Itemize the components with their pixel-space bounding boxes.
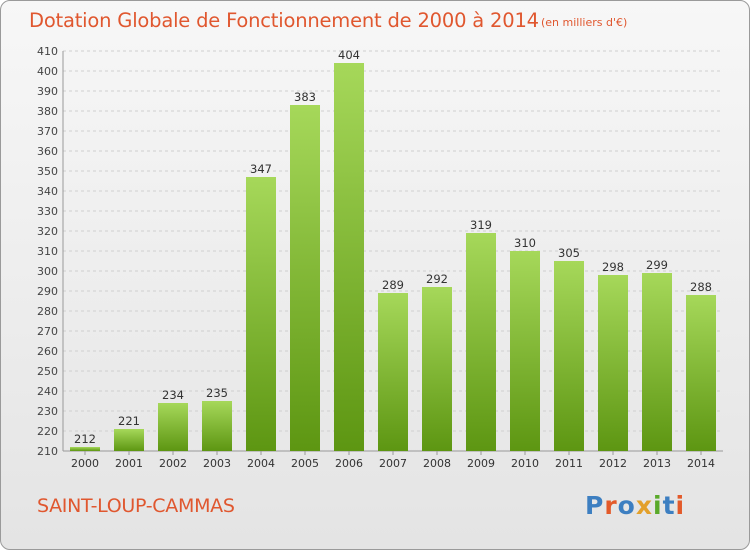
value-label-2003: 235 bbox=[206, 386, 228, 400]
x-tick-label-2006: 2006 bbox=[335, 457, 363, 470]
proxiti-logo: Proxiti bbox=[585, 491, 685, 520]
value-label-2005: 383 bbox=[294, 90, 316, 104]
value-label-2009: 319 bbox=[470, 218, 492, 232]
value-label-2006: 404 bbox=[338, 48, 360, 62]
y-tick-label: 210 bbox=[37, 445, 58, 458]
x-tick-label-2009: 2009 bbox=[467, 457, 495, 470]
y-tick-label: 260 bbox=[37, 345, 58, 358]
x-tick-label-2005: 2005 bbox=[291, 457, 319, 470]
value-label-2002: 234 bbox=[162, 388, 184, 402]
x-tick-label-2013: 2013 bbox=[643, 457, 671, 470]
logo-letter: t bbox=[662, 491, 676, 520]
x-tick-label-2001: 2001 bbox=[115, 457, 143, 470]
y-tick-label: 220 bbox=[37, 425, 58, 438]
x-tick-label-2000: 2000 bbox=[71, 457, 99, 470]
y-tick-label: 360 bbox=[37, 145, 58, 158]
y-tick-label: 310 bbox=[37, 245, 58, 258]
bar-2002 bbox=[158, 403, 188, 451]
logo-letter: o bbox=[617, 491, 636, 520]
bar-2010 bbox=[510, 251, 540, 451]
value-label-2010: 310 bbox=[514, 236, 536, 250]
bar-2014 bbox=[686, 295, 716, 451]
value-label-2008: 292 bbox=[426, 272, 448, 286]
y-tick-label: 300 bbox=[37, 265, 58, 278]
value-label-2000: 212 bbox=[74, 432, 96, 446]
x-tick-label-2010: 2010 bbox=[511, 457, 539, 470]
chart-title: Dotation Globale de Fonctionnement de 20… bbox=[29, 9, 539, 32]
bar-2005 bbox=[290, 105, 320, 451]
y-tick-label: 290 bbox=[37, 285, 58, 298]
y-tick-label: 250 bbox=[37, 365, 58, 378]
commune-name: SAINT-LOUP-CAMMAS bbox=[37, 495, 235, 517]
x-tick-label-2002: 2002 bbox=[159, 457, 187, 470]
logo-letter: x bbox=[635, 491, 653, 520]
y-tick-label: 410 bbox=[37, 45, 58, 58]
y-tick-label: 240 bbox=[37, 385, 58, 398]
x-tick-label-2004: 2004 bbox=[247, 457, 275, 470]
x-tick-label-2014: 2014 bbox=[687, 457, 715, 470]
bar-2006 bbox=[334, 63, 364, 451]
y-tick-label: 280 bbox=[37, 305, 58, 318]
x-tick-label-2011: 2011 bbox=[555, 457, 583, 470]
logo-letter: i bbox=[653, 491, 663, 520]
value-label-2004: 347 bbox=[250, 162, 272, 176]
bar-2003 bbox=[202, 401, 232, 451]
logo-letter: r bbox=[604, 491, 618, 520]
bar-2009 bbox=[466, 233, 496, 451]
bar-2012 bbox=[598, 275, 628, 451]
y-tick-label: 270 bbox=[37, 325, 58, 338]
value-label-2012: 298 bbox=[602, 260, 624, 274]
logo-letter: P bbox=[585, 491, 605, 520]
bar-2011 bbox=[554, 261, 584, 451]
x-tick-label-2008: 2008 bbox=[423, 457, 451, 470]
x-tick-label-2012: 2012 bbox=[599, 457, 627, 470]
y-tick-label: 400 bbox=[37, 65, 58, 78]
y-tick-label: 370 bbox=[37, 125, 58, 138]
y-tick-label: 340 bbox=[37, 185, 58, 198]
bar-2007 bbox=[378, 293, 408, 451]
bar-2001 bbox=[114, 429, 144, 451]
x-tick-label-2007: 2007 bbox=[379, 457, 407, 470]
y-tick-label: 350 bbox=[37, 165, 58, 178]
bar-2000 bbox=[70, 447, 100, 451]
bar-2013 bbox=[642, 273, 672, 451]
value-label-2011: 305 bbox=[558, 246, 580, 260]
value-label-2007: 289 bbox=[382, 278, 404, 292]
bar-2008 bbox=[422, 287, 452, 451]
y-tick-label: 390 bbox=[37, 85, 58, 98]
y-tick-label: 320 bbox=[37, 225, 58, 238]
logo-letter: i bbox=[675, 491, 686, 520]
value-label-2001: 221 bbox=[118, 414, 140, 428]
bar-2004 bbox=[246, 177, 276, 451]
y-tick-label: 230 bbox=[37, 405, 58, 418]
chart-unit: (en milliers d'€) bbox=[541, 16, 628, 29]
x-tick-label-2003: 2003 bbox=[203, 457, 231, 470]
value-label-2013: 299 bbox=[646, 258, 668, 272]
y-tick-label: 330 bbox=[37, 205, 58, 218]
value-label-2014: 288 bbox=[690, 280, 712, 294]
y-tick-label: 380 bbox=[37, 105, 58, 118]
